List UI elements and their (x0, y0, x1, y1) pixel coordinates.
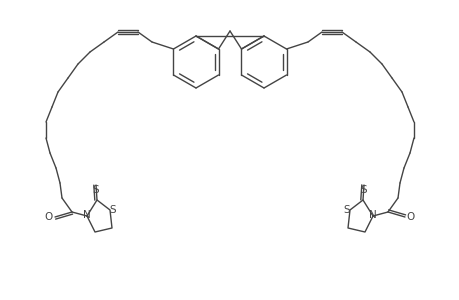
Text: S: S (343, 205, 350, 215)
Text: N: N (368, 210, 376, 220)
Text: O: O (406, 212, 414, 222)
Text: N: N (83, 210, 91, 220)
Text: S: S (360, 185, 367, 195)
Text: O: O (45, 212, 53, 222)
Text: S: S (92, 185, 99, 195)
Text: S: S (109, 205, 116, 215)
